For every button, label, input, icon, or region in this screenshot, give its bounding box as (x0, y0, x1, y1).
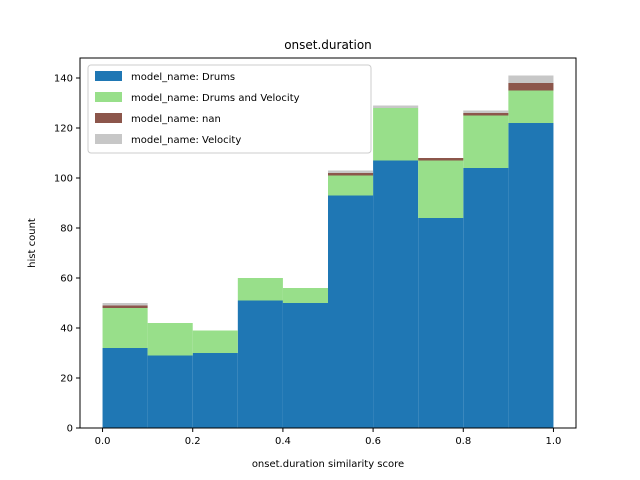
x-tick-label: 0.0 (95, 436, 111, 447)
bar-series-2-bin-0 (102, 305, 148, 308)
bar-series-1-bin-6 (373, 108, 419, 161)
chart-title: onset.duration (284, 38, 372, 52)
legend-label: model_name: Velocity (131, 135, 241, 146)
x-axis-ticks: 0.0 0.2 0.4 0.6 0.8 1.0 (95, 428, 562, 447)
x-tick-label: 0.2 (185, 436, 201, 447)
legend-label: model_name: Drums and Velocity (131, 93, 300, 104)
bar-series-3-bin-9 (508, 75, 554, 83)
legend-box (87, 64, 372, 154)
y-tick-label: 140 (54, 74, 73, 85)
bar-series-1-bin-2 (192, 330, 238, 353)
bar-series-1-bin-7 (418, 160, 464, 218)
legend-swatch (95, 134, 122, 144)
y-tick-label: 80 (60, 224, 73, 235)
bar-series-0-bin-5 (328, 195, 374, 428)
bar-series-0-bin-2 (192, 353, 238, 428)
x-tick-label: 0.6 (365, 436, 381, 447)
legend-swatch (95, 113, 122, 123)
bar-series-1-bin-8 (463, 115, 509, 168)
bar-series-2-bin-5 (328, 173, 374, 176)
bar-series-3-bin-8 (463, 110, 509, 113)
legend-swatch (95, 71, 122, 81)
bar-series-0-bin-7 (418, 218, 464, 428)
bar-series-1-bin-0 (102, 308, 148, 348)
bar-series-0-bin-4 (282, 303, 328, 428)
bar-series-1-bin-4 (282, 288, 328, 303)
bar-series-2-bin-8 (463, 113, 509, 116)
x-tick-label: 1.0 (546, 436, 562, 447)
bar-series-0-bin-1 (147, 355, 193, 428)
bar-series-3-bin-5 (328, 170, 374, 173)
bars-group (102, 75, 554, 428)
x-axis-label: onset.duration similarity score (252, 459, 404, 470)
plot-frame (79, 57, 577, 429)
bar-series-0-bin-8 (463, 168, 509, 428)
bar-series-2-bin-7 (418, 158, 464, 161)
bar-series-3-bin-0 (102, 303, 148, 306)
bar-series-0-bin-9 (508, 123, 554, 428)
x-tick-label: 0.4 (275, 436, 291, 447)
y-tick-label: 120 (54, 124, 73, 135)
bar-series-0-bin-0 (102, 348, 148, 428)
bar-series-1-bin-9 (508, 90, 554, 123)
bar-series-2-bin-9 (508, 83, 554, 91)
legend-label: model_name: Drums (131, 72, 235, 83)
y-tick-label: 40 (60, 324, 73, 335)
x-tick-label: 0.8 (455, 436, 471, 447)
bar-series-1-bin-3 (237, 278, 283, 301)
y-axis-label: hist count (27, 218, 38, 268)
bar-series-0-bin-3 (237, 300, 283, 428)
legend-swatch (95, 92, 122, 102)
bar-series-1-bin-1 (147, 323, 193, 356)
legend-label: model_name: nan (131, 114, 221, 125)
y-tick-label: 60 (60, 274, 73, 285)
y-axis-ticks: 0 20 40 60 80 100 120 140 (54, 74, 80, 435)
bar-series-3-bin-6 (373, 105, 419, 108)
bar-series-0-bin-6 (373, 160, 419, 428)
y-tick-label: 0 (67, 424, 73, 435)
legend: model_name: Drums model_name: Drums and V… (87, 64, 372, 154)
y-tick-label: 20 (60, 374, 73, 385)
y-tick-label: 100 (54, 174, 73, 185)
bar-series-1-bin-5 (328, 175, 374, 196)
